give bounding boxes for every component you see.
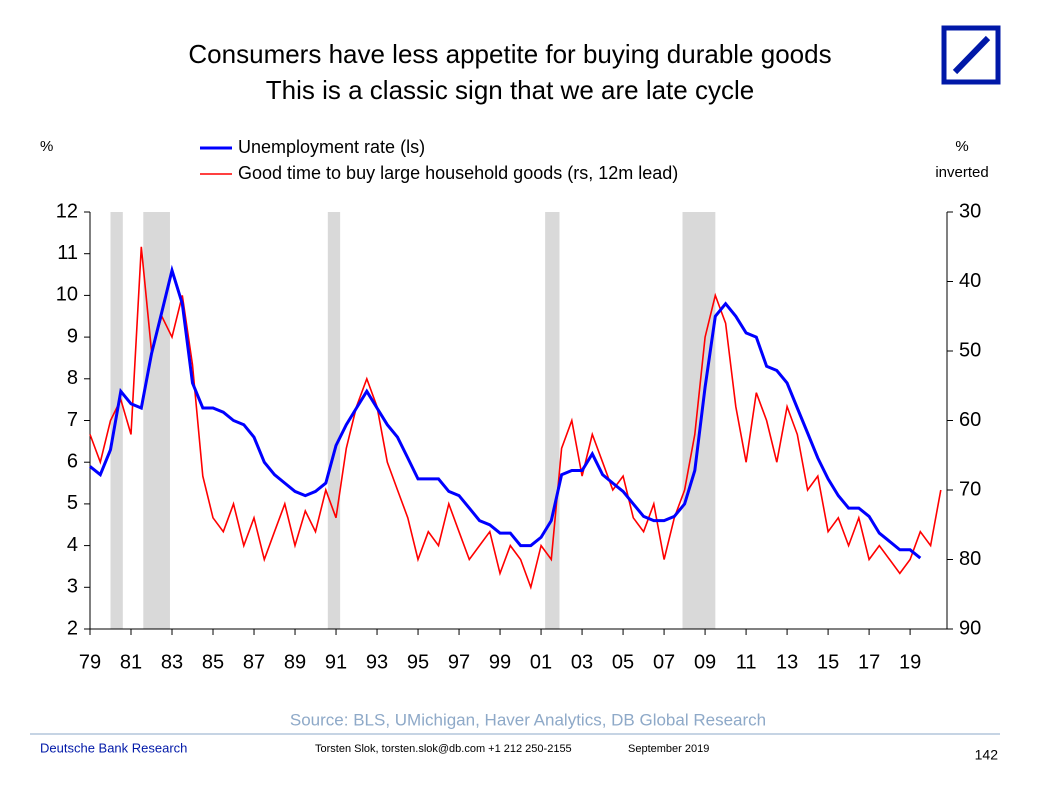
y-tick-label: 5 [67, 492, 78, 514]
x-tick-label: 97 [448, 651, 470, 673]
x-tick-label: 89 [284, 651, 306, 673]
recession-shade [682, 212, 716, 629]
x-tick-label: 83 [161, 651, 183, 673]
x-tick-label: 87 [243, 651, 265, 673]
page-number: 142 [975, 747, 999, 763]
x-tick-label: 99 [489, 651, 511, 673]
y-tick-label: 4 [67, 534, 78, 556]
footer-left: Deutsche Bank Research [40, 740, 187, 755]
x-tick-label: 93 [366, 651, 388, 673]
y2-axis-label: % [955, 138, 968, 155]
x-tick-label: 91 [325, 651, 347, 673]
y-tick-label: 3 [67, 576, 78, 598]
footer-date: September 2019 [628, 743, 709, 755]
logo [941, 25, 1001, 85]
footer-author: Torsten Slok, torsten.slok@db.com +1 212… [315, 743, 572, 755]
recession-shade [545, 212, 560, 629]
legend-label: Good time to buy large household goods (… [238, 163, 678, 183]
source: Source: BLS, UMichigan, Haver Analytics,… [290, 710, 766, 729]
y-tick-label: 11 [57, 242, 78, 264]
y2-tick-label: 70 [959, 478, 981, 500]
x-tick-label: 81 [120, 651, 142, 673]
recession-shade [327, 212, 341, 629]
legend-label: Unemployment rate (ls) [238, 137, 425, 157]
y2-tick-label: 40 [959, 270, 981, 292]
y-tick-label: 2 [67, 617, 78, 639]
x-tick-label: 95 [407, 651, 429, 673]
chart-title: Consumers have less appetite for buying … [188, 39, 831, 69]
y-tick-label: 7 [67, 409, 78, 431]
y-tick-label: 9 [67, 325, 78, 347]
y2-axis-note: inverted [935, 164, 988, 181]
y2-tick-label: 30 [959, 200, 981, 222]
x-tick-label: 79 [79, 651, 101, 673]
x-tick-label: 01 [530, 651, 552, 673]
x-tick-label: 05 [612, 651, 634, 673]
x-tick-label: 19 [899, 651, 921, 673]
x-tick-label: 17 [858, 651, 880, 673]
y2-tick-label: 90 [959, 617, 981, 639]
y-tick-label: 10 [56, 284, 78, 306]
x-tick-label: 85 [202, 651, 224, 673]
y-axis-label: % [40, 138, 53, 155]
recession-shade [143, 212, 170, 629]
y2-tick-label: 50 [959, 339, 981, 361]
x-tick-label: 15 [817, 651, 839, 673]
x-tick-label: 13 [776, 651, 798, 673]
y-tick-label: 6 [67, 450, 78, 472]
y-tick-label: 12 [56, 200, 78, 222]
y2-tick-label: 80 [959, 548, 981, 570]
x-tick-label: 11 [736, 651, 757, 673]
x-tick-label: 03 [571, 651, 593, 673]
chart-subtitle: This is a classic sign that we are late … [266, 75, 754, 105]
series-line [89, 246, 942, 591]
x-tick-label: 07 [653, 651, 675, 673]
series-line [89, 264, 922, 560]
y2-tick-label: 60 [959, 409, 981, 431]
y-tick-label: 8 [67, 367, 78, 389]
x-tick-label: 09 [694, 651, 716, 673]
